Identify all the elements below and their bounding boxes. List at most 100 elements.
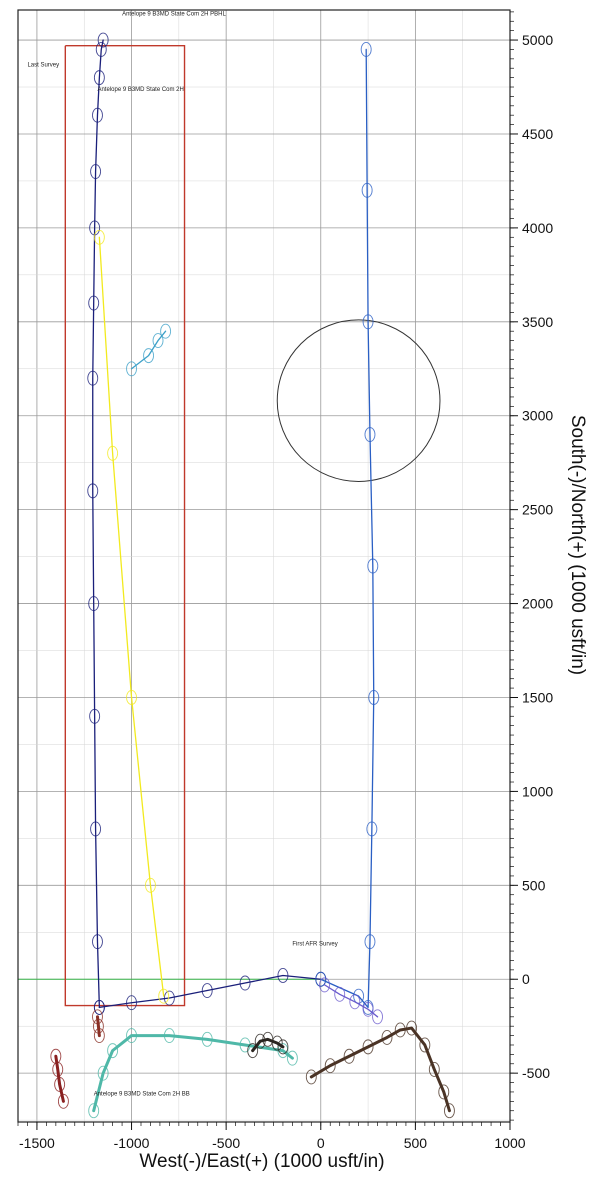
series-point — [254, 1033, 266, 1049]
series-point — [305, 1069, 317, 1085]
series-point — [87, 483, 99, 499]
annotation-label: Antelope 9 B3MD State Com 2H BB — [94, 1092, 190, 1098]
series-point — [277, 1043, 289, 1059]
series-line — [98, 974, 322, 1009]
series-point — [247, 1043, 259, 1059]
series-point — [201, 1031, 213, 1047]
series-line — [98, 236, 165, 997]
y-tick-label: 3000 — [522, 408, 553, 424]
series-point — [368, 690, 380, 705]
series-point — [277, 1039, 289, 1055]
x-tick-label: -1000 — [114, 1135, 150, 1151]
series-point — [88, 1103, 100, 1119]
series-point — [360, 41, 372, 57]
y-tick-label: 4000 — [522, 220, 553, 236]
series-point — [54, 1076, 66, 1092]
series-point — [364, 934, 376, 950]
series-point — [201, 983, 213, 998]
series-point — [394, 1022, 406, 1038]
y-tick-label: -500 — [522, 1065, 550, 1081]
y-tick-label: 4500 — [522, 126, 553, 142]
series-point — [57, 1093, 69, 1109]
series-point — [319, 977, 331, 993]
series-point — [93, 1028, 105, 1044]
series-point — [324, 1058, 336, 1074]
series-point — [438, 1084, 450, 1100]
series-point — [315, 971, 327, 987]
series-point — [353, 988, 365, 1004]
series-point — [362, 1001, 374, 1017]
series-point — [158, 988, 170, 1004]
series-point — [92, 107, 103, 123]
series-point — [90, 164, 102, 179]
annotation-label: Last Survey — [27, 62, 59, 68]
axes: -1500 -1000 -500 0 500 1000500045004000350030… — [17, 9, 553, 1151]
series-point — [372, 1009, 383, 1025]
series-point — [93, 70, 105, 86]
well-paths — [50, 32, 455, 1119]
x-tick-label: 0 — [317, 1135, 325, 1151]
series-point — [143, 348, 155, 364]
lease-boundary-line — [64, 44, 186, 1007]
series-point — [92, 1009, 103, 1025]
series-point — [366, 821, 378, 837]
y-tick-label: 2500 — [522, 502, 553, 518]
series-point — [362, 1039, 374, 1055]
lease-boundary — [64, 44, 441, 1007]
series-point — [87, 370, 99, 386]
y-tick-label: 5000 — [522, 32, 553, 48]
series-point — [286, 1050, 298, 1066]
series-line — [309, 1026, 451, 1113]
series-line — [92, 1034, 294, 1113]
series-point — [443, 1103, 455, 1119]
series-point — [92, 934, 103, 950]
series-line — [251, 1037, 285, 1053]
series-point — [89, 708, 101, 724]
series-point — [126, 361, 137, 377]
annotation-label: Antelope 9 B3MD State Com 2H — [97, 87, 183, 93]
series-point — [90, 821, 102, 837]
series-line — [92, 39, 104, 1009]
series-point — [343, 1048, 355, 1064]
series-point — [163, 1028, 175, 1044]
y-tick-label: 1000 — [522, 783, 553, 799]
series-point — [145, 877, 156, 893]
x-tick-label: -1500 — [19, 1135, 55, 1151]
y-tick-label: 2000 — [522, 596, 553, 612]
series-point — [381, 1030, 393, 1045]
series-point — [239, 975, 251, 991]
series-point — [107, 1043, 119, 1059]
series-line — [320, 48, 375, 1009]
x-tick-label: -500 — [212, 1135, 240, 1151]
series-point — [92, 1018, 104, 1034]
series-point — [88, 596, 100, 612]
series-point — [93, 229, 105, 245]
series-point — [349, 994, 361, 1010]
series-line — [323, 984, 379, 1018]
series-point — [163, 990, 175, 1006]
annotations: Antelope 9 B3MD State Com 2H PBHL Last Su… — [27, 12, 337, 1098]
series-point — [152, 333, 164, 349]
x-axis-title: West(-)/East(+) (1000 usft/in) — [139, 1151, 384, 1172]
series-point — [334, 986, 346, 1002]
x-tick-label: 1000 — [494, 1135, 525, 1151]
x-tick-label: 500 — [404, 1135, 428, 1151]
y-tick-label: 500 — [522, 877, 546, 893]
y-tick-label: 3500 — [522, 314, 553, 330]
series-point — [361, 182, 373, 198]
annotation-label: First AFR Survey — [292, 941, 337, 947]
y-tick-label: 0 — [522, 971, 530, 987]
series-point — [271, 1035, 283, 1051]
series-point — [362, 314, 374, 330]
series-line — [130, 330, 167, 370]
series-point — [107, 445, 119, 461]
series-point — [160, 323, 172, 339]
series-point — [406, 1020, 418, 1036]
series-point — [52, 1061, 64, 1077]
series-point — [126, 995, 137, 1011]
y-tick-label: 1500 — [522, 689, 553, 705]
series-point — [95, 41, 107, 57]
series-point — [93, 999, 105, 1015]
series-point — [367, 558, 379, 574]
